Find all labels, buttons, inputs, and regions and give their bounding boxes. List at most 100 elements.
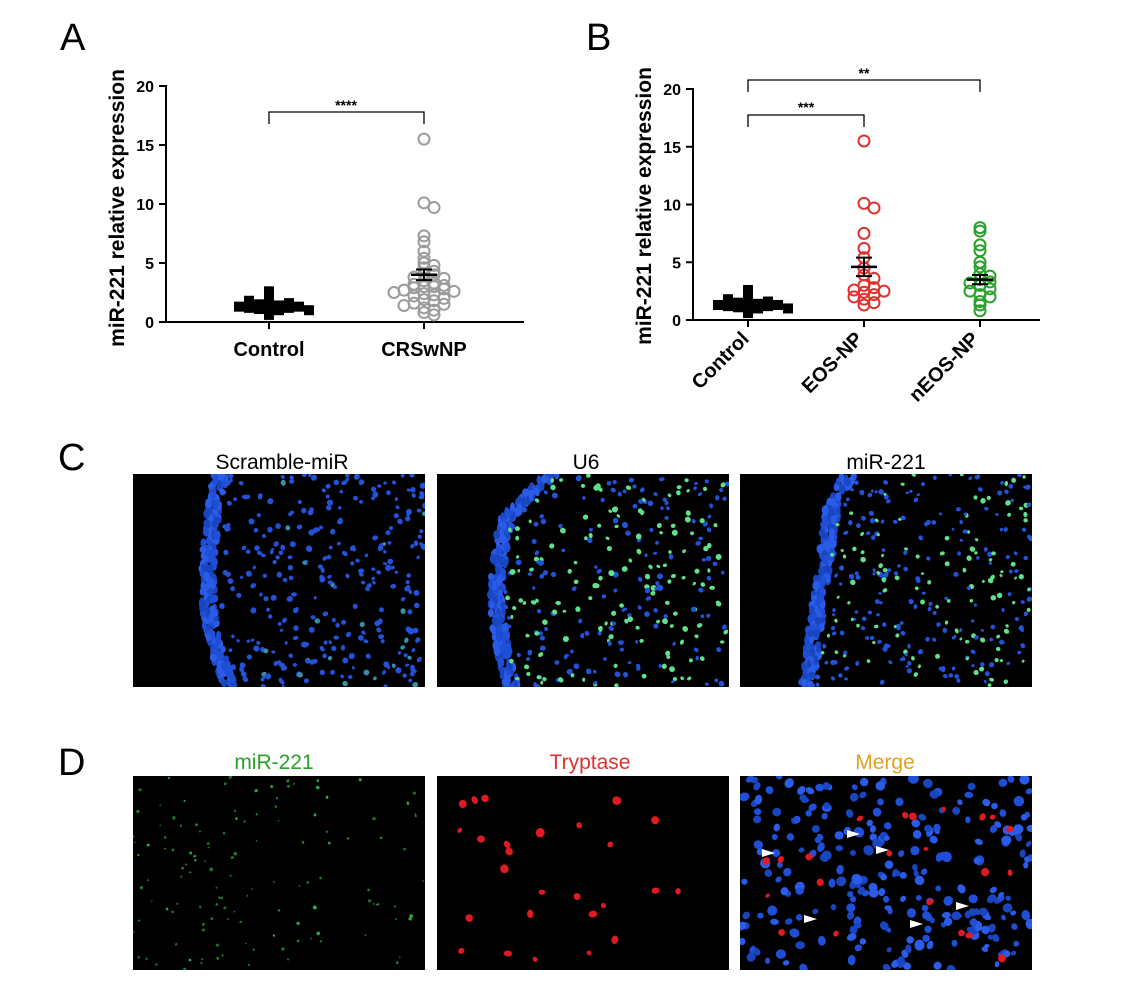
green-signal xyxy=(325,795,329,799)
stromal-nucleus xyxy=(836,595,840,599)
stromal-nucleus xyxy=(613,663,618,668)
stromal-nucleus xyxy=(385,490,391,496)
green-signal xyxy=(183,967,187,970)
stromal-nucleus xyxy=(533,521,539,527)
stromal-nucleus xyxy=(834,618,838,623)
stromal-nucleus xyxy=(962,567,967,573)
stromal-nucleus xyxy=(371,576,376,581)
epithelial-nucleus xyxy=(801,661,806,672)
chart-a-point xyxy=(244,302,254,313)
stromal-nucleus xyxy=(713,523,718,528)
tryptase-cell xyxy=(465,914,473,922)
green-signal xyxy=(221,954,224,957)
stromal-nucleus xyxy=(403,653,408,658)
merge-nucleus xyxy=(823,802,831,810)
chart-a-point xyxy=(304,305,314,316)
merge-nucleus xyxy=(859,791,867,799)
stromal-nucleus xyxy=(419,529,424,534)
chart-a-point xyxy=(264,286,274,297)
chart-a-point xyxy=(234,301,244,312)
epithelial-nucleus xyxy=(807,629,814,638)
panel-letter-d: D xyxy=(58,742,85,784)
green-signal xyxy=(287,958,290,961)
chart-b-point xyxy=(713,299,723,310)
stromal-nucleus xyxy=(341,619,347,625)
green-signal xyxy=(372,902,375,905)
stromal-nucleus xyxy=(344,474,350,478)
stromal-nucleus xyxy=(693,486,697,491)
merge-nucleus xyxy=(998,778,1008,787)
merge-tryptase-cell xyxy=(941,806,946,812)
stromal-nucleus xyxy=(282,577,288,583)
tryptase-cell xyxy=(586,950,592,956)
stromal-nucleus xyxy=(656,584,664,591)
chart-b-point xyxy=(973,238,987,252)
merge-tryptase-cell xyxy=(923,847,929,851)
stromal-nucleus xyxy=(621,566,628,572)
stromal-nucleus xyxy=(415,637,421,643)
stromal-nucleus xyxy=(310,615,316,620)
merge-nucleus xyxy=(872,807,882,817)
green-signal xyxy=(159,824,161,827)
merge-nucleus xyxy=(764,957,771,964)
stromal-nucleus xyxy=(267,498,274,505)
stromal-nucleus xyxy=(616,514,621,518)
stromal-nucleus xyxy=(902,656,906,661)
stromal-nucleus xyxy=(308,474,312,478)
merge-tryptase-cell xyxy=(997,954,1006,963)
stromal-nucleus xyxy=(905,491,910,495)
chart-a-y-axis-title: miR-221 relative expression xyxy=(106,69,129,347)
stromal-nucleus xyxy=(604,621,608,626)
merge-nucleus xyxy=(1015,832,1023,842)
stromal-nucleus xyxy=(964,639,970,644)
merge-nucleus xyxy=(926,831,932,837)
stromal-nucleus xyxy=(593,485,600,491)
epithelial-nucleus xyxy=(495,545,502,555)
tryptase-cell xyxy=(500,864,509,874)
stromal-nucleus xyxy=(831,631,837,636)
stromal-nucleus xyxy=(1019,506,1024,511)
epithelial-nucleus xyxy=(488,573,494,581)
merge-nucleus xyxy=(989,886,998,894)
arrowhead-icon xyxy=(847,830,860,838)
epithelial-nucleus xyxy=(810,623,816,632)
epithelial-nucleus xyxy=(815,605,820,614)
stromal-nucleus xyxy=(700,582,706,587)
stromal-nucleus xyxy=(644,587,651,594)
stromal-nucleus xyxy=(936,622,941,627)
stromal-nucleus xyxy=(882,567,888,573)
stromal-nucleus xyxy=(366,583,372,589)
stromal-nucleus xyxy=(849,511,854,516)
stromal-nucleus xyxy=(990,574,995,580)
epithelial-nucleus xyxy=(814,617,822,625)
chart-a-point xyxy=(417,229,431,243)
epithelial-nucleus xyxy=(501,516,506,523)
stromal-nucleus xyxy=(1007,512,1011,517)
stromal-nucleus xyxy=(948,474,953,477)
epithelial-nucleus xyxy=(200,538,207,548)
merge-nucleus xyxy=(941,911,951,919)
epithelial-nucleus xyxy=(211,548,218,556)
stromal-nucleus xyxy=(326,554,332,560)
stromal-nucleus xyxy=(981,579,985,583)
green-signal xyxy=(146,879,149,882)
epithelial-nucleus xyxy=(205,498,212,509)
merge-tryptase-cell xyxy=(833,930,839,937)
stromal-nucleus xyxy=(288,653,294,659)
stromal-nucleus xyxy=(709,585,715,590)
stromal-nucleus xyxy=(280,475,285,479)
epithelial-nucleus xyxy=(501,631,508,638)
stromal-nucleus xyxy=(997,490,1003,496)
tryptase-cell xyxy=(538,889,546,895)
stromal-nucleus xyxy=(345,631,352,638)
merge-nucleus xyxy=(853,922,862,929)
stromal-nucleus xyxy=(542,677,547,682)
merge-nucleus xyxy=(821,812,828,820)
arrowhead-icon xyxy=(804,915,817,923)
merge-nucleus xyxy=(780,887,789,896)
stromal-nucleus xyxy=(259,592,263,597)
stromal-nucleus xyxy=(319,525,324,530)
stromal-nucleus xyxy=(892,519,898,524)
stromal-nucleus xyxy=(263,648,269,654)
stromal-nucleus xyxy=(706,613,711,618)
